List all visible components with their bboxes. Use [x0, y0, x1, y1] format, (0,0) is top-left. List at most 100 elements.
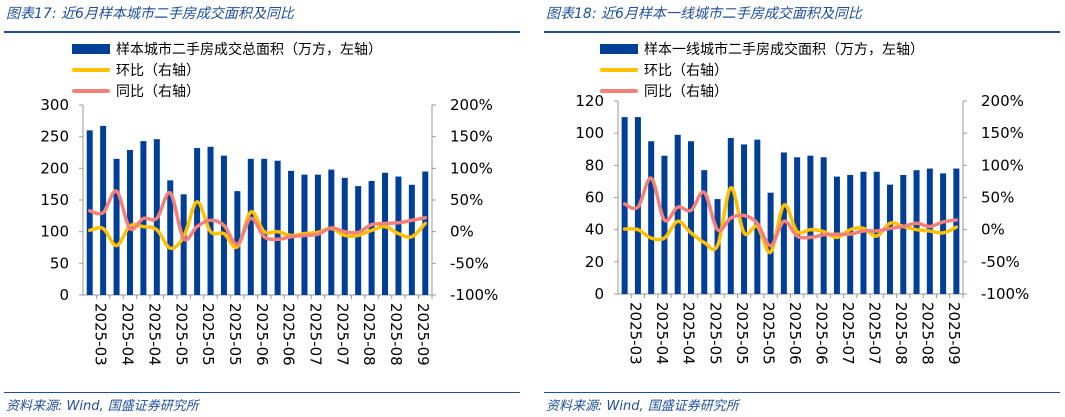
bar: [180, 194, 187, 295]
y-tick-label: 20: [585, 253, 604, 271]
x-tick-label: 2025-05: [172, 303, 190, 366]
bar: [167, 180, 174, 295]
bar: [767, 192, 774, 294]
bar: [382, 172, 389, 295]
legend-swatch-line: [72, 67, 110, 72]
bar: [648, 141, 655, 294]
x-tick-label: 2025-09: [414, 303, 432, 366]
legend-item-mom: 环比（右轴）: [600, 59, 924, 80]
legend-swatch-bar: [72, 43, 110, 54]
x-tick-label: 2025-04: [680, 302, 698, 365]
bar: [422, 171, 429, 295]
chart-svg: 0 20 40 60 80 100 120 -100% -50% 0% 50% 100% 150% 200…: [575, 92, 1029, 365]
y-tick-label: 40: [585, 221, 604, 239]
x-tick-label: 2025-06: [280, 303, 298, 366]
x-tick-label: 2025-04: [653, 302, 671, 365]
title-divider: [544, 31, 1060, 33]
y-tick-label: 120: [575, 92, 604, 110]
bar: [126, 149, 133, 295]
y2-tick-label: 0%: [450, 223, 474, 241]
x-tick-label: 2025-04: [119, 303, 137, 366]
x-tick-label: 2025-06: [812, 302, 830, 365]
x-tick-label: 2025-03: [92, 303, 110, 366]
x-tick-label: 2025-05: [733, 302, 751, 365]
x-tick-label: 2025-04: [145, 303, 163, 366]
x-tick-label: 2025-06: [253, 303, 271, 366]
chart-panel-17: 图表17: 近6月样本城市二手房成交面积及同比 0 50 100 150 200 250 3…: [0, 0, 520, 417]
legend: 样本一线城市二手房成交面积（万方，左轴） 环比（右轴） 同比（右轴）: [600, 38, 924, 101]
bar: [701, 170, 708, 294]
bar: [368, 181, 375, 295]
y-tick-label: 80: [585, 156, 604, 174]
legend-label: 环比（右轴）: [644, 62, 728, 79]
source-note: 资料来源: Wind, 国盛证券研究所: [546, 399, 739, 414]
x-tick-label: 2025-06: [786, 302, 804, 365]
x-tick-label: 2025-05: [226, 303, 244, 366]
x-tick-label: 2025-08: [360, 303, 378, 366]
bar: [820, 157, 827, 294]
chart-title: 图表17: 近6月样本城市二手房成交面积及同比: [6, 6, 294, 22]
bar: [674, 134, 681, 294]
x-tick-label: 2025-07: [333, 303, 351, 366]
mom-line: [622, 186, 959, 254]
legend-item-area: 样本城市二手房成交总面积（万方，左轴）: [72, 38, 382, 59]
legend-item-yoy: 同比（右轴）: [72, 80, 382, 101]
y-tick-label: 200: [40, 159, 69, 177]
y-tick-label: 60: [585, 189, 604, 207]
y-tick-label: 100: [40, 223, 69, 241]
y2-tick-label: -50%: [981, 253, 1020, 271]
x-tick-label: 2025-03: [627, 302, 645, 365]
x-tick-label: 2025-07: [865, 302, 883, 365]
bar: [873, 171, 880, 294]
legend-swatch-line: [600, 67, 638, 72]
bar: [661, 155, 668, 294]
source-note: 资料来源: Wind, 国盛证券研究所: [6, 399, 199, 414]
y2-tick-label: -100%: [981, 285, 1029, 303]
y-tick-label: 300: [40, 96, 69, 114]
bar: [113, 158, 120, 295]
legend-item-area: 样本一线城市二手房成交面积（万方，左轴）: [600, 38, 924, 59]
chart-title: 图表18: 近6月样本一线城市二手房成交面积及同比: [546, 6, 862, 22]
legend-label: 环比（右轴）: [116, 62, 200, 79]
y-tick-label: 250: [40, 128, 69, 146]
bar: [328, 169, 335, 295]
bar: [194, 148, 201, 295]
y2-tick-label: 50%: [450, 191, 483, 209]
bar: [355, 186, 362, 295]
y2-tick-label: 0%: [981, 221, 1005, 239]
bar: [86, 130, 93, 295]
y-tick-label: 100: [575, 124, 604, 142]
bar: [794, 157, 801, 294]
y2-tick-label: 150%: [450, 128, 493, 146]
legend-swatch-bar: [600, 43, 638, 54]
y-tick-label: 150: [40, 191, 69, 209]
legend-label: 样本城市二手房成交总面积（万方，左轴）: [116, 41, 382, 58]
bar: [395, 176, 402, 295]
y-tick-label: 0: [594, 285, 604, 303]
legend-swatch-line: [600, 88, 638, 93]
y2-tick-label: 100%: [981, 156, 1024, 174]
y2-tick-label: 100%: [450, 159, 493, 177]
bar: [727, 137, 734, 294]
chart-svg: 0 50 100 150 200 250 300 -100% -50% 0% 50% 100% 150%…: [40, 96, 498, 366]
x-tick-label: 2025-07: [839, 302, 857, 365]
bar: [247, 158, 254, 295]
y2-tick-label: -50%: [450, 254, 489, 272]
bar: [953, 168, 960, 294]
y2-tick-label: 200%: [450, 96, 493, 114]
yoy-line: [622, 176, 959, 248]
bar: [887, 184, 894, 294]
title-divider: [4, 31, 520, 33]
source-divider: [544, 392, 1060, 393]
legend: 样本城市二手房成交总面积（万方，左轴） 环比（右轴） 同比（右轴）: [72, 38, 382, 101]
legend-label: 同比（右轴）: [116, 83, 200, 100]
x-tick-label: 2025-05: [759, 302, 777, 365]
yoy-line: [87, 189, 428, 247]
x-tick-label: 2025-07: [306, 303, 324, 366]
y-tick-label: 50: [50, 254, 69, 272]
y2-tick-label: 150%: [981, 124, 1024, 142]
chart-panel-18: 图表18: 近6月样本一线城市二手房成交面积及同比 0 20 40 60 80 100 12…: [540, 0, 1060, 417]
legend-item-mom: 环比（右轴）: [72, 59, 382, 80]
y-tick-label: 0: [59, 286, 69, 304]
source-divider: [4, 392, 520, 393]
